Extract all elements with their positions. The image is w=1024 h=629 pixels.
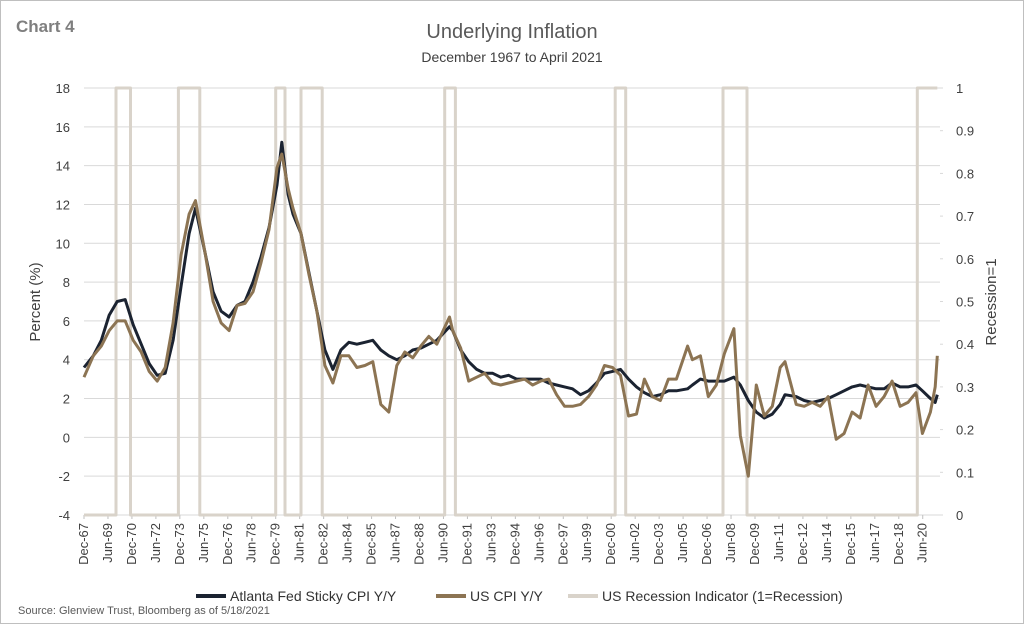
x-tick-label: Jun-99	[579, 523, 594, 563]
y2-axis-label: Recession=1	[983, 258, 1000, 345]
series-line	[82, 152, 939, 478]
source-note: Source: Glenview Trust, Bloomberg as of …	[18, 605, 270, 617]
y2-tick-label: 0.8	[956, 166, 974, 181]
y-tick-label: 12	[56, 197, 70, 212]
x-tick-label: Jun-81	[292, 523, 307, 563]
y-tick-label: -2	[58, 469, 70, 484]
series-line	[82, 140, 939, 420]
y-axis-label: Percent (%)	[27, 262, 44, 341]
x-tick-label: Dec-91	[459, 523, 474, 565]
x-tick-label: Jun-87	[388, 523, 403, 563]
x-tick-label: Dec-03	[651, 523, 666, 565]
y-tick-label: 8	[63, 275, 70, 290]
y-tick-label: 14	[56, 159, 70, 174]
x-tick-label: Jun-05	[675, 523, 690, 563]
x-tick-label: Jun-11	[771, 523, 786, 562]
x-tick-label: Dec-94	[507, 523, 522, 565]
x-tick-label: Dec-09	[747, 523, 762, 565]
y-tick-label: 0	[63, 430, 70, 445]
x-tick-label: Jun-69	[100, 523, 115, 563]
x-tick-label: Jun-14	[819, 523, 834, 563]
y2-tick-label: 1	[956, 81, 963, 96]
y-tick-label: 2	[63, 392, 70, 407]
x-tick-label: Dec-82	[316, 523, 331, 565]
y2-tick-label: 0.6	[956, 252, 974, 267]
x-tick-label: Dec-67	[76, 523, 91, 565]
y2-tick-label: 0.1	[956, 465, 974, 480]
x-tick-label: Dec-06	[699, 523, 714, 565]
x-tick-label: Jun-75	[196, 523, 211, 563]
chart-subtitle: December 1967 to April 2021	[421, 49, 603, 65]
y2-tick-label: 0.9	[956, 124, 974, 139]
x-tick-label: Dec-00	[603, 523, 618, 565]
y2-tick-label: 0.5	[956, 295, 974, 310]
x-tick-label: Jun-78	[244, 523, 259, 563]
x-tick-label: Jun-96	[531, 523, 546, 563]
x-tick-label: Dec-70	[124, 523, 139, 565]
y2-tick-label: 0.3	[956, 380, 974, 395]
y2-tick-label: 0	[956, 508, 963, 523]
x-tick-label: Jun-84	[340, 523, 355, 563]
x-tick-label: Jun-02	[627, 523, 642, 563]
x-tick-label: Dec-76	[220, 523, 235, 565]
series-line	[84, 86, 938, 517]
y-tick-label: 6	[63, 314, 70, 329]
x-tick-label: Dec-97	[555, 523, 570, 565]
x-tick-label: Dec-88	[411, 523, 426, 565]
x-tick-label: Jun-08	[723, 523, 738, 563]
legend-label: US Recession Indicator (1=Recession)	[602, 588, 843, 604]
y-tick-label: 16	[56, 120, 70, 135]
x-tick-label: Dec-18	[891, 523, 906, 565]
y2-tick-label: 0.4	[956, 337, 974, 352]
x-tick-label: Jun-93	[483, 523, 498, 563]
y-tick-label: -4	[58, 508, 70, 523]
y2-tick-label: 0.2	[956, 423, 974, 438]
x-tick-label: Jun-90	[435, 523, 450, 563]
y-tick-label: 4	[63, 353, 70, 368]
x-tick-label: Jun-20	[915, 523, 930, 563]
x-tick-label: Dec-73	[172, 523, 187, 565]
legend-label: Atlanta Fed Sticky CPI Y/Y	[230, 588, 397, 604]
x-tick-label: Dec-15	[843, 523, 858, 565]
x-tick-label: Dec-79	[268, 523, 283, 565]
y-tick-label: 10	[56, 236, 70, 251]
y-tick-label: 18	[56, 81, 70, 96]
x-tick-label: Jun-17	[867, 523, 882, 563]
x-tick-label: Dec-85	[364, 523, 379, 565]
chart-title: Underlying Inflation	[426, 21, 597, 43]
chart-label: Chart 4	[16, 17, 75, 36]
y2-tick-label: 0.7	[956, 209, 974, 224]
legend-label: US CPI Y/Y	[470, 588, 544, 604]
x-tick-label: Jun-72	[148, 523, 163, 563]
x-tick-label: Dec-12	[795, 523, 810, 565]
